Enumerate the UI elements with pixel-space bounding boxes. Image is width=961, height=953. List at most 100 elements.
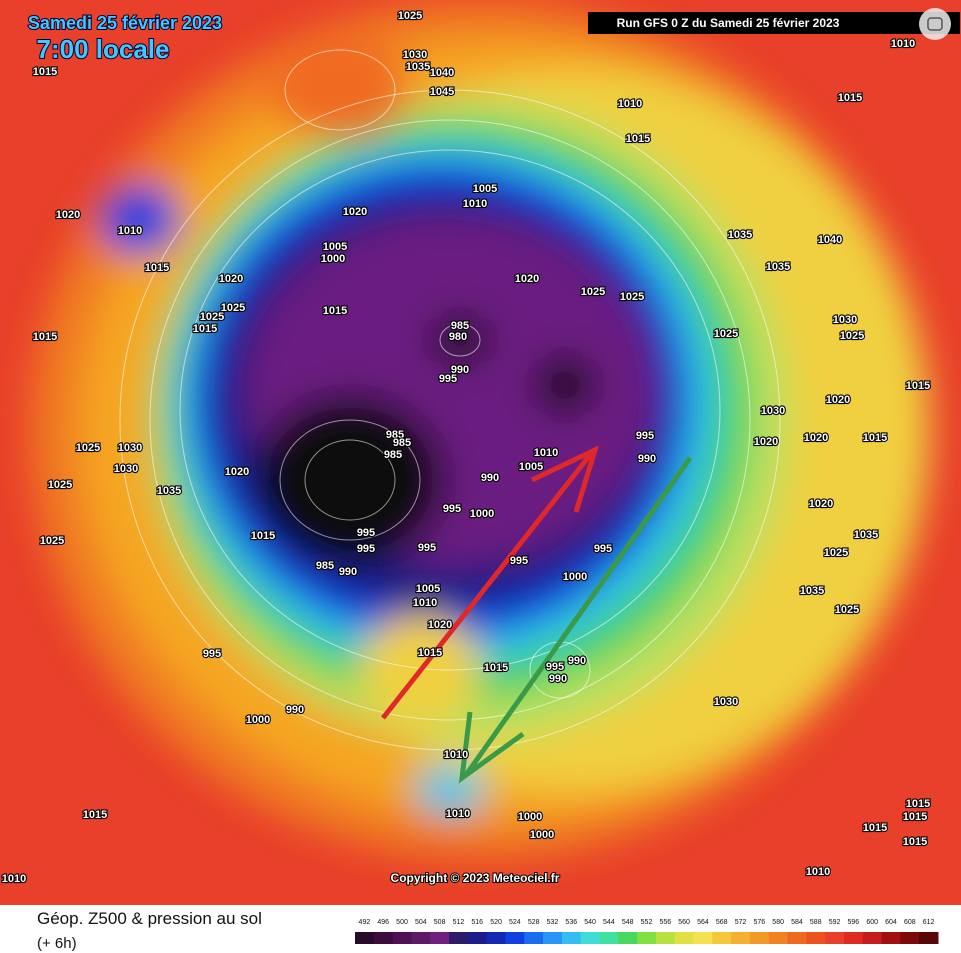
isobar-label: 1035 bbox=[766, 261, 790, 273]
isobar-label: 1030 bbox=[403, 49, 427, 61]
isobar-label: 1005 bbox=[519, 461, 543, 473]
isobar-label: 1015 bbox=[903, 811, 927, 823]
scale-swatch bbox=[467, 932, 488, 944]
isobar-label: 1025 bbox=[840, 330, 864, 342]
isobar-label: 995 bbox=[418, 542, 436, 554]
isobar-label: 1020 bbox=[809, 498, 833, 510]
isobar-label: 1040 bbox=[818, 234, 842, 246]
scale-label: 492 bbox=[359, 919, 371, 926]
scale-swatch bbox=[768, 932, 789, 944]
scale-swatch bbox=[693, 932, 713, 944]
scale-label: 500 bbox=[396, 919, 408, 926]
map-time: 7:00 locale bbox=[37, 34, 170, 64]
scale-swatch bbox=[825, 932, 845, 944]
isobar-label: 1020 bbox=[804, 432, 828, 444]
scale-swatch bbox=[655, 932, 676, 944]
scale-label: 516 bbox=[471, 919, 483, 926]
isobar-label: 1035 bbox=[157, 485, 181, 497]
color-scale: 492 496 500 504 508 512 516 520 524 528 532 536 540 5… bbox=[355, 919, 939, 944]
scale-label: 608 bbox=[904, 919, 916, 926]
scale-label: 520 bbox=[490, 919, 502, 926]
scale-label: 544 bbox=[603, 919, 615, 926]
scale-swatch bbox=[524, 932, 544, 944]
scale-label: 496 bbox=[377, 919, 389, 926]
scale-swatch bbox=[674, 932, 695, 944]
isobar-label: 990 bbox=[339, 566, 357, 578]
scale-label: 564 bbox=[697, 919, 709, 926]
scale-label: 552 bbox=[641, 919, 653, 926]
scale-label: 524 bbox=[509, 919, 521, 926]
isobar-label: 990 bbox=[638, 453, 656, 465]
isobar-label: 1005 bbox=[323, 241, 347, 253]
scale-swatch bbox=[411, 932, 431, 944]
isobar-label: 995 bbox=[357, 527, 375, 539]
scale-label: 528 bbox=[528, 919, 540, 926]
scale-label: 580 bbox=[772, 919, 784, 926]
isobar-label: 1010 bbox=[618, 98, 642, 110]
scale-label: 540 bbox=[584, 919, 596, 926]
isobar-label: 1010 bbox=[463, 198, 487, 210]
isobar-label: 1030 bbox=[114, 463, 138, 475]
isobar-label: 1010 bbox=[446, 808, 470, 820]
isobar-label: 995 bbox=[510, 555, 528, 567]
isobar-label: 990 bbox=[568, 655, 586, 667]
isobar-label: 1015 bbox=[323, 305, 347, 317]
isobar-label: 1015 bbox=[251, 530, 275, 542]
scale-swatch bbox=[900, 932, 920, 944]
isobar-label: 1015 bbox=[906, 798, 930, 810]
isobar-label: 1010 bbox=[444, 749, 468, 761]
scale-swatch bbox=[881, 932, 901, 944]
isobar-label: 1010 bbox=[534, 447, 558, 459]
isobar-label: 1015 bbox=[903, 836, 927, 848]
isobar-label: 985 bbox=[393, 437, 411, 449]
scale-label: 504 bbox=[415, 919, 427, 926]
isobar-label: 1025 bbox=[40, 535, 64, 547]
scale-label: 560 bbox=[678, 919, 690, 926]
isobar-label: 995 bbox=[439, 373, 457, 385]
lens-button[interactable] bbox=[919, 8, 951, 40]
isobar-label: 1020 bbox=[56, 209, 80, 221]
scale-label: 612 bbox=[923, 919, 935, 926]
scale-swatch bbox=[561, 932, 582, 944]
isobar-label: 1025 bbox=[714, 328, 738, 340]
isobar-label: 1020 bbox=[826, 394, 850, 406]
isobar-label: 1035 bbox=[406, 61, 430, 73]
scale-swatch bbox=[355, 932, 375, 944]
isobar-label: 1015 bbox=[33, 66, 57, 78]
scale-label: 576 bbox=[753, 919, 765, 926]
scale-label: 600 bbox=[866, 919, 878, 926]
isobar-label: 980 bbox=[449, 331, 467, 343]
isobar-label: 1015 bbox=[838, 92, 862, 104]
isobar-label: 1030 bbox=[714, 696, 738, 708]
isobar-label: 1040 bbox=[430, 67, 454, 79]
scale-swatch bbox=[430, 932, 450, 944]
isobar-label: 1000 bbox=[321, 253, 345, 265]
isobar-label: 1025 bbox=[835, 604, 859, 616]
isobar-label: 1000 bbox=[470, 508, 494, 520]
legend-subtitle: (+ 6h) bbox=[37, 935, 77, 952]
isobar-label: 1010 bbox=[806, 866, 830, 878]
isobar-label: 1025 bbox=[581, 286, 605, 298]
isobar-label: 1010 bbox=[118, 225, 142, 237]
scale-label: 584 bbox=[791, 919, 803, 926]
isobar-label: 1005 bbox=[473, 183, 497, 195]
legend-title: Géop. Z500 & pression au sol bbox=[37, 909, 262, 928]
isobar-label: 995 bbox=[357, 543, 375, 555]
isobar-label: 1020 bbox=[219, 273, 243, 285]
scale-label: 568 bbox=[716, 919, 728, 926]
scale-label: 596 bbox=[848, 919, 860, 926]
scale-swatch bbox=[373, 932, 394, 944]
scale-label: 532 bbox=[547, 919, 559, 926]
scale-label: 508 bbox=[434, 919, 446, 926]
scale-swatch bbox=[580, 932, 600, 944]
isobar-label: 1020 bbox=[428, 619, 452, 631]
isobar-label: 1000 bbox=[518, 811, 542, 823]
isobar-label: 1015 bbox=[83, 809, 107, 821]
scale-swatch bbox=[486, 932, 506, 944]
isobar-label: 1035 bbox=[728, 229, 752, 241]
scale-swatch bbox=[618, 932, 638, 944]
isobar-label: 985 bbox=[386, 429, 404, 441]
scale-swatch bbox=[731, 932, 751, 944]
isobar-label: 1025 bbox=[824, 547, 848, 559]
